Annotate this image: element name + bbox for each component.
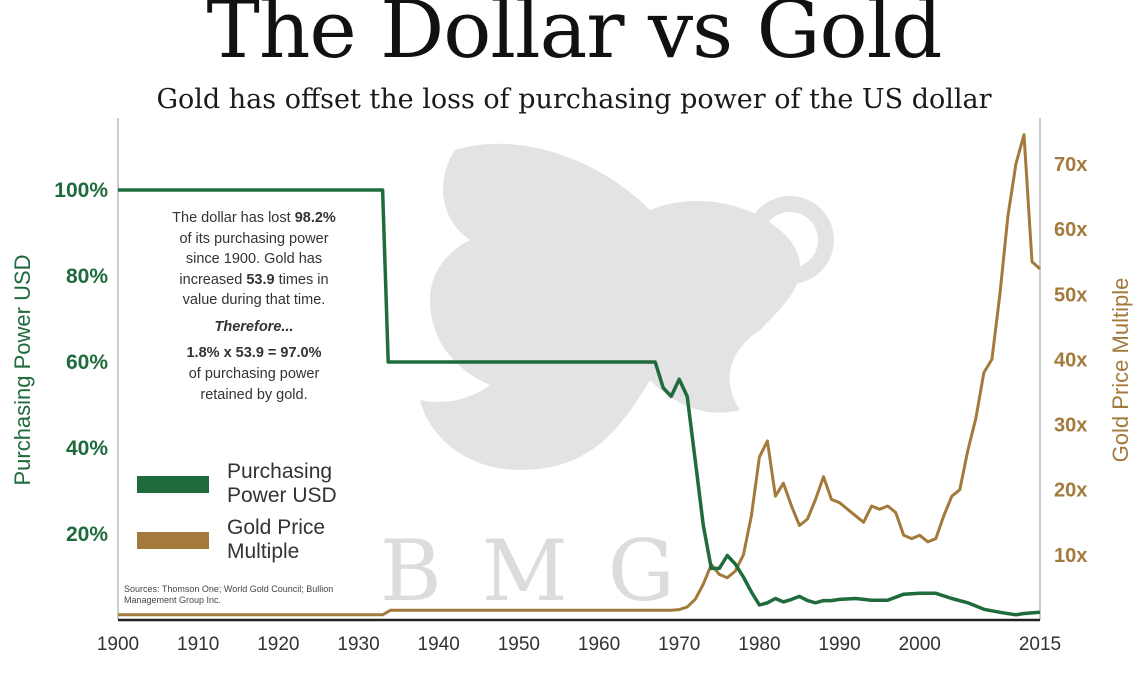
sources-note: Sources: Thomson One; World Gold Council… <box>124 584 334 605</box>
left-tick-label: 20% <box>66 523 108 546</box>
note-text: retained by gold. <box>200 386 308 403</box>
legend-label-gold: Gold Price Multiple <box>227 516 326 564</box>
note-bold-multiple: 53.9 <box>246 271 275 288</box>
left-tick-label: 80% <box>66 265 108 288</box>
x-axis-ticks: 1900 1910 1920 1930 1940 1950 1960 1970 1980 1990… <box>97 634 1061 655</box>
x-tick-label: 1900 <box>97 634 139 655</box>
x-tick-label: 1930 <box>337 634 379 655</box>
right-tick-label: 70x <box>1054 154 1087 176</box>
x-tick-label: 1980 <box>738 634 780 655</box>
x-tick-label: 1990 <box>818 634 860 655</box>
legend-swatch-gold <box>137 531 209 549</box>
note-text: of purchasing power <box>188 366 320 383</box>
right-tick-label: 30x <box>1054 415 1087 437</box>
x-tick-label: 1950 <box>498 634 540 655</box>
x-tick-label: 1940 <box>418 634 460 655</box>
watermark-orb <box>746 196 834 284</box>
legend-item-gold: Gold Price Multiple <box>137 516 357 564</box>
annotation-box: The dollar has lost 98.2% of its purchas… <box>128 208 380 405</box>
note-therefore: Therefore... <box>214 318 294 335</box>
watermark-griffin-shape <box>420 143 801 470</box>
right-axis-title: Gold Price Multiple <box>1108 278 1133 463</box>
right-tick-label: 50x <box>1054 284 1087 306</box>
left-axis-title: Purchasing Power USD <box>10 254 35 485</box>
purchasing-power-line <box>118 188 1041 617</box>
x-tick-label: 2000 <box>899 634 941 655</box>
right-axis-ticks: 10x 20x 30x 40x 50x 60x 70x <box>1054 154 1087 567</box>
note-text: since 1900. Gold has <box>185 251 323 268</box>
legend-item-purchasing-power: Purchasing Power USD <box>137 460 357 508</box>
x-tick-label: 1910 <box>177 634 219 655</box>
note-text: The dollar has lost <box>172 210 295 226</box>
note-text: value during that time. <box>182 292 326 309</box>
right-tick-label: 10x <box>1054 545 1087 567</box>
left-tick-label: 40% <box>66 437 108 460</box>
left-tick-label: 60% <box>66 351 108 374</box>
right-tick-label: 60x <box>1054 219 1087 241</box>
note-text: increased <box>179 271 247 288</box>
note-bold-percent: 98.2% <box>294 210 336 226</box>
right-tick-label: 40x <box>1054 349 1087 371</box>
note-text: of its purchasing power <box>179 230 329 247</box>
right-tick-label: 20x <box>1054 480 1087 502</box>
note-equation: 1.8% x 53.9 = 97.0% <box>186 345 322 362</box>
page-subtitle: Gold has offset the loss of purchasing p… <box>156 84 992 115</box>
watermark-emblem: BMG <box>380 143 834 620</box>
legend-label-purchasing-power: Purchasing Power USD <box>227 460 337 508</box>
note-text: times in <box>274 271 329 288</box>
annotation-therefore: Therefore... <box>128 317 380 338</box>
annotation-equation-block: 1.8% x 53.9 = 97.0% of purchasing power … <box>128 343 380 405</box>
x-tick-label: 2015 <box>1019 634 1061 655</box>
left-axis-ticks: 20% 40% 60% 80% 100% <box>54 179 108 546</box>
x-tick-label: 1960 <box>578 634 620 655</box>
legend-swatch-purchasing-power <box>137 475 209 493</box>
page-title: The Dollar vs Gold <box>206 0 942 76</box>
watermark-text: BMG <box>380 522 715 620</box>
x-tick-label: 1970 <box>658 634 700 655</box>
annotation-summary: The dollar has lost 98.2% of its purchas… <box>128 208 380 311</box>
x-tick-label: 1920 <box>257 634 299 655</box>
left-tick-label: 100% <box>54 179 108 202</box>
